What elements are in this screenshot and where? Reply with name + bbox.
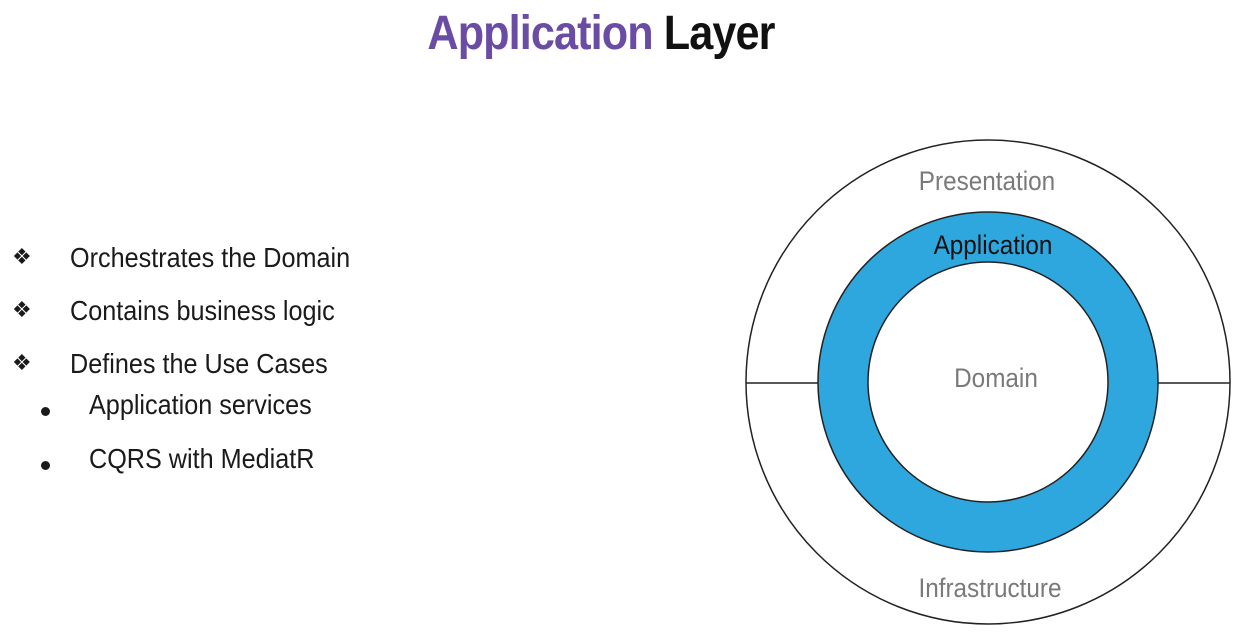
application-label: Application [934,231,1053,260]
bullet-text: Orchestrates the Domain [70,242,351,273]
title-rest: Layer [663,7,776,60]
dot-bullet-icon [41,407,50,416]
bullet-item: ❖ Defines the Use Cases [12,344,652,397]
diamond-bullet-icon: ❖ [12,244,32,269]
bullet-item: ❖ Orchestrates the Domain [12,238,652,291]
diamond-bullet-icon: ❖ [12,350,32,375]
bullet-item: ❖ Contains business logic [12,291,652,344]
presentation-label: Presentation [919,167,1055,196]
page-title: Application Layer [60,6,1142,61]
domain-circle [867,261,1109,503]
sub-bullet-item: CQRS with MediatR [12,443,652,497]
diamond-bullet-icon: ❖ [12,297,32,322]
layer-diagram: Presentation Application Domain Infrastr… [745,139,1231,625]
domain-label: Domain [954,364,1038,393]
dot-bullet-icon [41,461,50,470]
sub-bullet-text: Application services [89,389,312,420]
bullet-text: Contains business logic [70,295,335,326]
infrastructure-label: Infrastructure [918,574,1061,603]
bullet-list: ❖ Orchestrates the Domain ❖ Contains bus… [12,238,652,497]
bullet-text: Defines the Use Cases [70,348,328,379]
title-accent: Application [427,7,653,60]
sub-bullet-text: CQRS with MediatR [89,443,315,474]
sub-bullet-item: Application services [12,389,652,443]
